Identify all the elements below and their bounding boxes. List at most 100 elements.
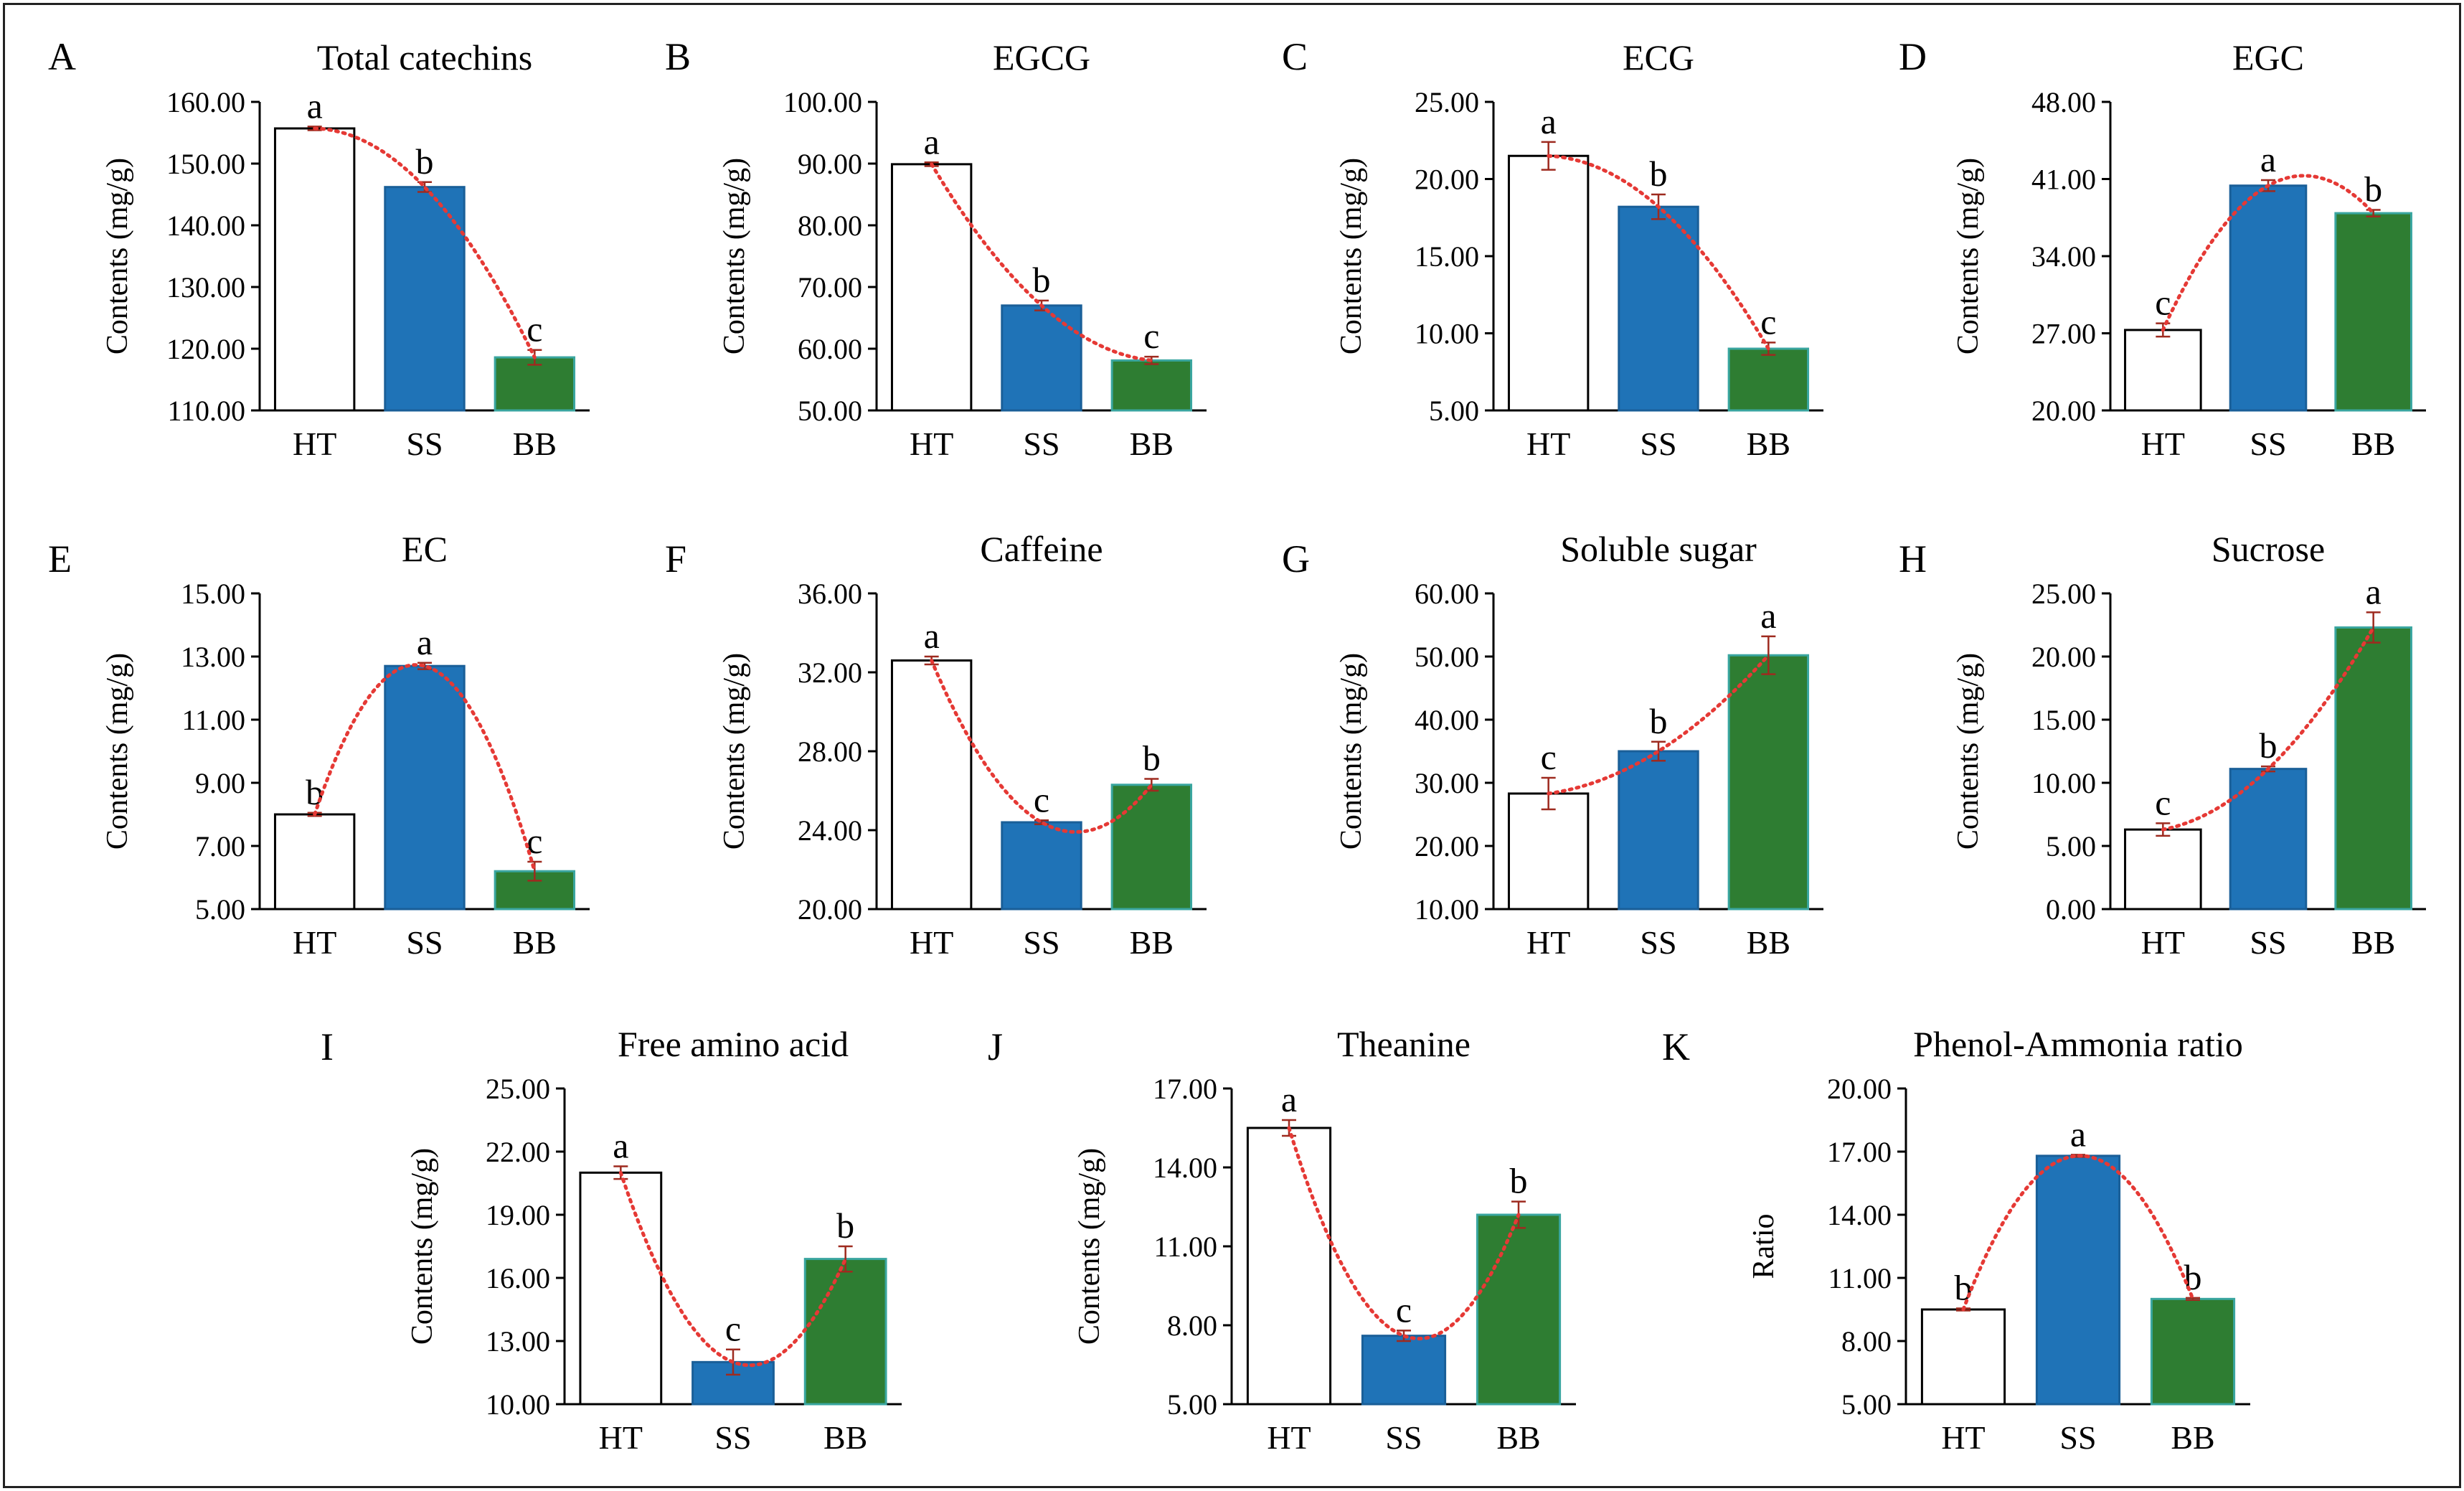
panel-j-cat-bb: BB <box>1496 1419 1540 1456</box>
panel-a-cat-ss: SS <box>406 425 443 462</box>
panel-f-bar-ht <box>890 659 973 911</box>
panel-f: F Caffeine Contents (mg/g) 20.00 24.00 28.00 3… <box>665 529 1207 961</box>
panel-d-letter: D <box>1899 35 1927 78</box>
panel-b-ytick-label: 100.00 <box>783 86 862 118</box>
panel-b-ytick-label: 90.00 <box>798 148 862 180</box>
panel-a-title: Total catechins <box>317 37 533 77</box>
panel-i-cat-ss: SS <box>714 1419 751 1456</box>
panel-j-ytick-label: 8.00 <box>1167 1309 1217 1342</box>
panel-g-cat-ss: SS <box>1640 924 1676 961</box>
panel-k-cat-bb: BB <box>2171 1419 2214 1456</box>
panel-j-letter: J <box>988 1025 1003 1068</box>
panel-g-ytick-label: 30.00 <box>1415 767 1479 799</box>
panel-h-bar-bb <box>2334 626 2412 911</box>
panel-h-ytick-label: 10.00 <box>2031 767 2096 799</box>
panel-e-ytick-label: 15.00 <box>181 578 245 610</box>
panel-b-letter: B <box>665 35 691 78</box>
panel-j-bar-bb <box>1476 1213 1562 1406</box>
panel-h-ytick-label: 20.00 <box>2031 641 2096 673</box>
panel-i-ytick-label: 25.00 <box>486 1073 550 1105</box>
panel-c-ytick-label: 20.00 <box>1415 164 1479 196</box>
panel-a-sig-ss: b <box>416 141 434 182</box>
panel-a-ytick-label: 130.00 <box>166 271 245 304</box>
panel-i-ytick-label: 10.00 <box>486 1388 550 1421</box>
panel-j-trend-line <box>1287 1126 1521 1341</box>
panel-f-bar-bb <box>1110 784 1193 911</box>
panel-c-y-title: Contents (mg/g) <box>1335 158 1368 354</box>
panel-g-bar-bb <box>1727 654 1810 911</box>
panel-g: G Soluble sugar Contents (mg/g) 10.00 20.00 3… <box>1282 529 1823 961</box>
panel-k-trend-line <box>1961 1154 2195 1312</box>
panel-b-sig-ss: b <box>1033 260 1051 300</box>
panel-b: B EGCG Contents (mg/g) 50.00 60.00 70.00 80.00… <box>665 35 1207 462</box>
panel-c-bar-ht <box>1507 154 1590 412</box>
panel-f-bar-ss <box>1001 821 1082 911</box>
panel-c-cat-bb: BB <box>1747 425 1790 462</box>
panel-g-ytick-label: 40.00 <box>1415 704 1479 736</box>
panel-j-bar-ss <box>1361 1335 1447 1406</box>
panel-e-ytick-label: 7.00 <box>195 830 245 862</box>
panel-h-y-title: Contents (mg/g) <box>1952 653 1985 850</box>
panel-f-ytick-label: 20.00 <box>798 893 862 926</box>
panel-a-sig-bb: c <box>527 309 542 349</box>
panel-h-title: Sucrose <box>2212 529 2325 569</box>
panel-e: E EC Contents (mg/g) 5.00 7.00 9.00 11.00 13.00… <box>48 529 590 961</box>
panel-k: K Phenol-Ammonia ratio Ratio 5.00 8.00 11.00 1… <box>1662 1024 2250 1456</box>
panel-g-trend-line <box>1547 653 1770 796</box>
panel-h-cat-ss: SS <box>2250 924 2286 961</box>
panel-f-letter: F <box>665 537 686 580</box>
panel-h-letter: H <box>1899 537 1927 580</box>
panel-h-ytick-label: 5.00 <box>2046 830 2096 862</box>
panel-k-cat-ht: HT <box>1941 1419 1985 1456</box>
panel-b-cat-ht: HT <box>910 425 953 462</box>
panel-b-cat-bb: BB <box>1130 425 1174 462</box>
panel-e-trend-line <box>313 663 537 873</box>
panel-i-sig-ht: a <box>613 1126 628 1166</box>
panel-c-ytick-label: 5.00 <box>1429 395 1479 427</box>
panel-d-cat-ss: SS <box>2250 425 2286 462</box>
panel-e-y-title: Contents (mg/g) <box>101 653 134 850</box>
panel-h-sig-ss: b <box>2260 725 2277 766</box>
panel-j-sig-ss: c <box>1396 1289 1412 1330</box>
panel-d-cat-bb: BB <box>2351 425 2395 462</box>
panel-h-ytick-label: 15.00 <box>2031 704 2096 736</box>
panel-a-ytick-label: 110.00 <box>167 395 245 427</box>
panel-a-trend-line <box>313 126 537 359</box>
panel-g-cat-bb: BB <box>1747 924 1790 961</box>
panel-e-ytick-label: 9.00 <box>195 767 245 799</box>
panel-i-ytick-label: 19.00 <box>486 1199 550 1231</box>
panel-e-sig-ss: a <box>417 622 433 662</box>
panel-c-cat-ss: SS <box>1640 425 1676 462</box>
panel-d-ytick-label: 41.00 <box>2031 164 2096 196</box>
panel-c-bar-ss <box>1618 205 1699 412</box>
panel-a-ytick-label: 140.00 <box>166 210 245 242</box>
panel-h-sig-ht: c <box>2155 782 2171 822</box>
panel-i-bar-ht <box>579 1171 663 1406</box>
panel-h-bar-ht <box>2124 828 2202 911</box>
panel-a-bar-ht <box>273 127 356 412</box>
panel-i-title: Free amino acid <box>618 1024 849 1064</box>
panel-i: I Free amino acid Contents (mg/g) 10.00 13.0… <box>321 1024 902 1456</box>
panel-i-cat-ht: HT <box>599 1419 643 1456</box>
panel-f-sig-bb: b <box>1143 738 1161 779</box>
panel-j-sig-ht: a <box>1281 1079 1297 1119</box>
panel-j-ytick-label: 14.00 <box>1153 1152 1217 1184</box>
panel-a: A Total catechins Contents (mg/g) 110.00 120… <box>48 35 590 462</box>
panel-j-cat-ss: SS <box>1385 1419 1422 1456</box>
panel-k-ytick-label: 5.00 <box>1841 1388 1892 1421</box>
panel-i-sig-ss: c <box>725 1309 741 1349</box>
panel-g-ytick-label: 10.00 <box>1415 893 1479 926</box>
panel-c-title: ECG <box>1623 37 1694 77</box>
panel-f-cat-ht: HT <box>910 924 953 961</box>
panel-k-ytick-label: 17.00 <box>1827 1136 1892 1168</box>
panel-k-y-title: Ratio <box>1747 1214 1780 1279</box>
panel-j: J Theanine Contents (mg/g) 5.00 8.00 11.00 14.… <box>988 1024 1576 1456</box>
panel-j-ytick-label: 11.00 <box>1153 1231 1217 1263</box>
panel-k-cat-ss: SS <box>2059 1419 2096 1456</box>
panel-g-ytick-label: 50.00 <box>1415 641 1479 673</box>
panel-d-bar-ht <box>2124 329 2202 412</box>
panel-h-sig-bb: a <box>2366 571 2382 611</box>
panel-j-ytick-label: 5.00 <box>1167 1388 1217 1421</box>
panel-d-y-title: Contents (mg/g) <box>1952 158 1985 354</box>
panel-i-bar-bb <box>803 1258 887 1406</box>
